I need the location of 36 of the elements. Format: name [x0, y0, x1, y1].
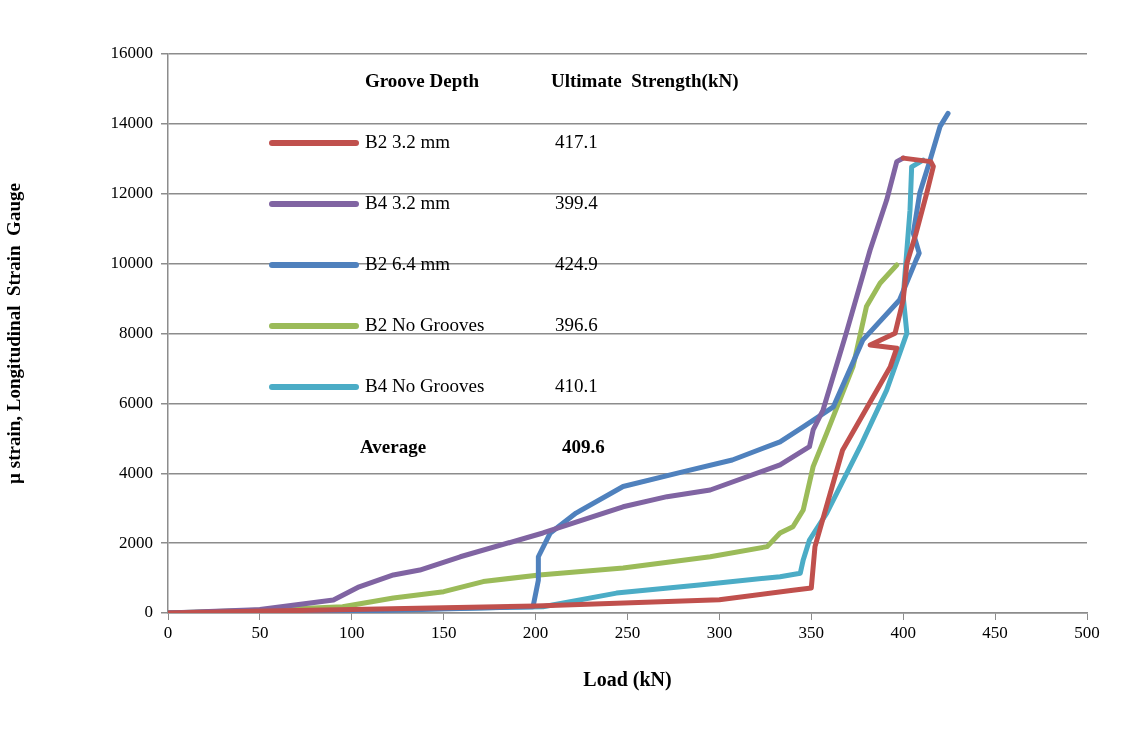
y-tick-label: 2000: [119, 532, 153, 552]
x-tick-label: 400: [890, 622, 916, 642]
annotation: 410.1: [555, 374, 598, 396]
x-tick-label: 200: [522, 622, 549, 642]
y-tick-label: 6000: [119, 392, 153, 412]
y-tick-label: 16000: [110, 43, 153, 63]
annotation: 424.9: [555, 252, 598, 274]
x-tick-label: 250: [614, 622, 641, 642]
annotation: 409.6: [562, 435, 605, 457]
y-tick-label: 4000: [119, 462, 153, 482]
x-tick-label: 350: [798, 622, 825, 642]
y-tick-label: 14000: [110, 113, 153, 133]
x-axis-title: Load (kN): [583, 668, 672, 692]
x-tick-label: 100: [339, 622, 365, 642]
y-tick-label: 8000: [119, 322, 153, 342]
x-tick-label: 0: [163, 622, 173, 642]
y-tick-label: 0: [144, 602, 153, 622]
annotation: 396.6: [555, 313, 598, 335]
x-tick-label: 500: [1074, 622, 1100, 642]
annotation: Ultimate Strength(kN): [551, 69, 739, 92]
annotation: 417.1: [555, 130, 598, 152]
legend-label: B4 No Grooves: [365, 374, 485, 396]
legend-label: B2 No Grooves: [365, 313, 485, 335]
x-tick-label: 50: [251, 622, 269, 642]
legend-title: Groove Depth: [365, 69, 480, 91]
legend-label: B4 3.2 mm: [365, 191, 451, 213]
x-tick-label: 300: [706, 622, 733, 642]
annotation: Average: [360, 435, 427, 457]
annotation: 399.4: [555, 191, 599, 213]
legend-label: B2 6.4 mm: [365, 252, 451, 274]
y-tick-label: 10000: [110, 253, 153, 273]
legend-label: B2 3.2 mm: [365, 130, 451, 152]
y-axis-title: µ strain, Longitudinal Strain Gauge: [3, 183, 25, 484]
x-tick-label: 150: [430, 622, 457, 642]
x-tick-label: 450: [982, 622, 1008, 642]
y-tick-label: 12000: [110, 183, 153, 203]
